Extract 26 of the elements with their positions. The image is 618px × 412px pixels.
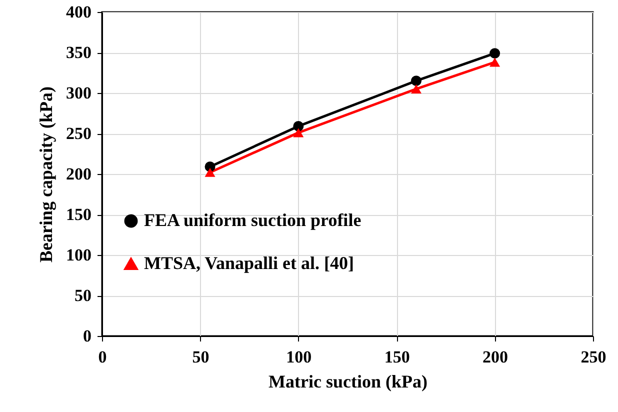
x-tick-label: 50	[192, 348, 210, 366]
y-tick-label: 400	[66, 2, 92, 22]
y-tick-label: 100	[66, 246, 92, 264]
legend-label: MTSA, Vanapalli et al. [40]	[144, 253, 354, 273]
point	[490, 58, 500, 67]
y-tick-label: 0	[83, 326, 92, 346]
y-tick-label: 200	[66, 164, 92, 184]
y-tick-label: 150	[66, 205, 92, 224]
point	[204, 168, 216, 177]
y-axis-title: Bearing capacity (kPa)	[36, 86, 56, 262]
x-axis-title: Matric suction (kPa)	[268, 372, 428, 392]
point	[410, 76, 422, 86]
point	[410, 84, 422, 94]
x-tick-label: 150	[384, 348, 410, 366]
point	[490, 48, 500, 59]
legend-label: FEA uniform suction profile	[144, 210, 362, 230]
x-tick-label: 250	[580, 348, 606, 366]
point	[293, 128, 304, 138]
y-tick-label: 250	[66, 124, 92, 143]
x-tick-label: 100	[286, 348, 312, 366]
y-tick-label: 300	[66, 84, 92, 102]
y-tick-label: 50	[74, 286, 92, 305]
x-tick-label: 200	[482, 348, 508, 366]
x-tick-label: 0	[98, 348, 107, 366]
point	[293, 120, 304, 132]
y-tick-label: 350	[66, 43, 92, 62]
